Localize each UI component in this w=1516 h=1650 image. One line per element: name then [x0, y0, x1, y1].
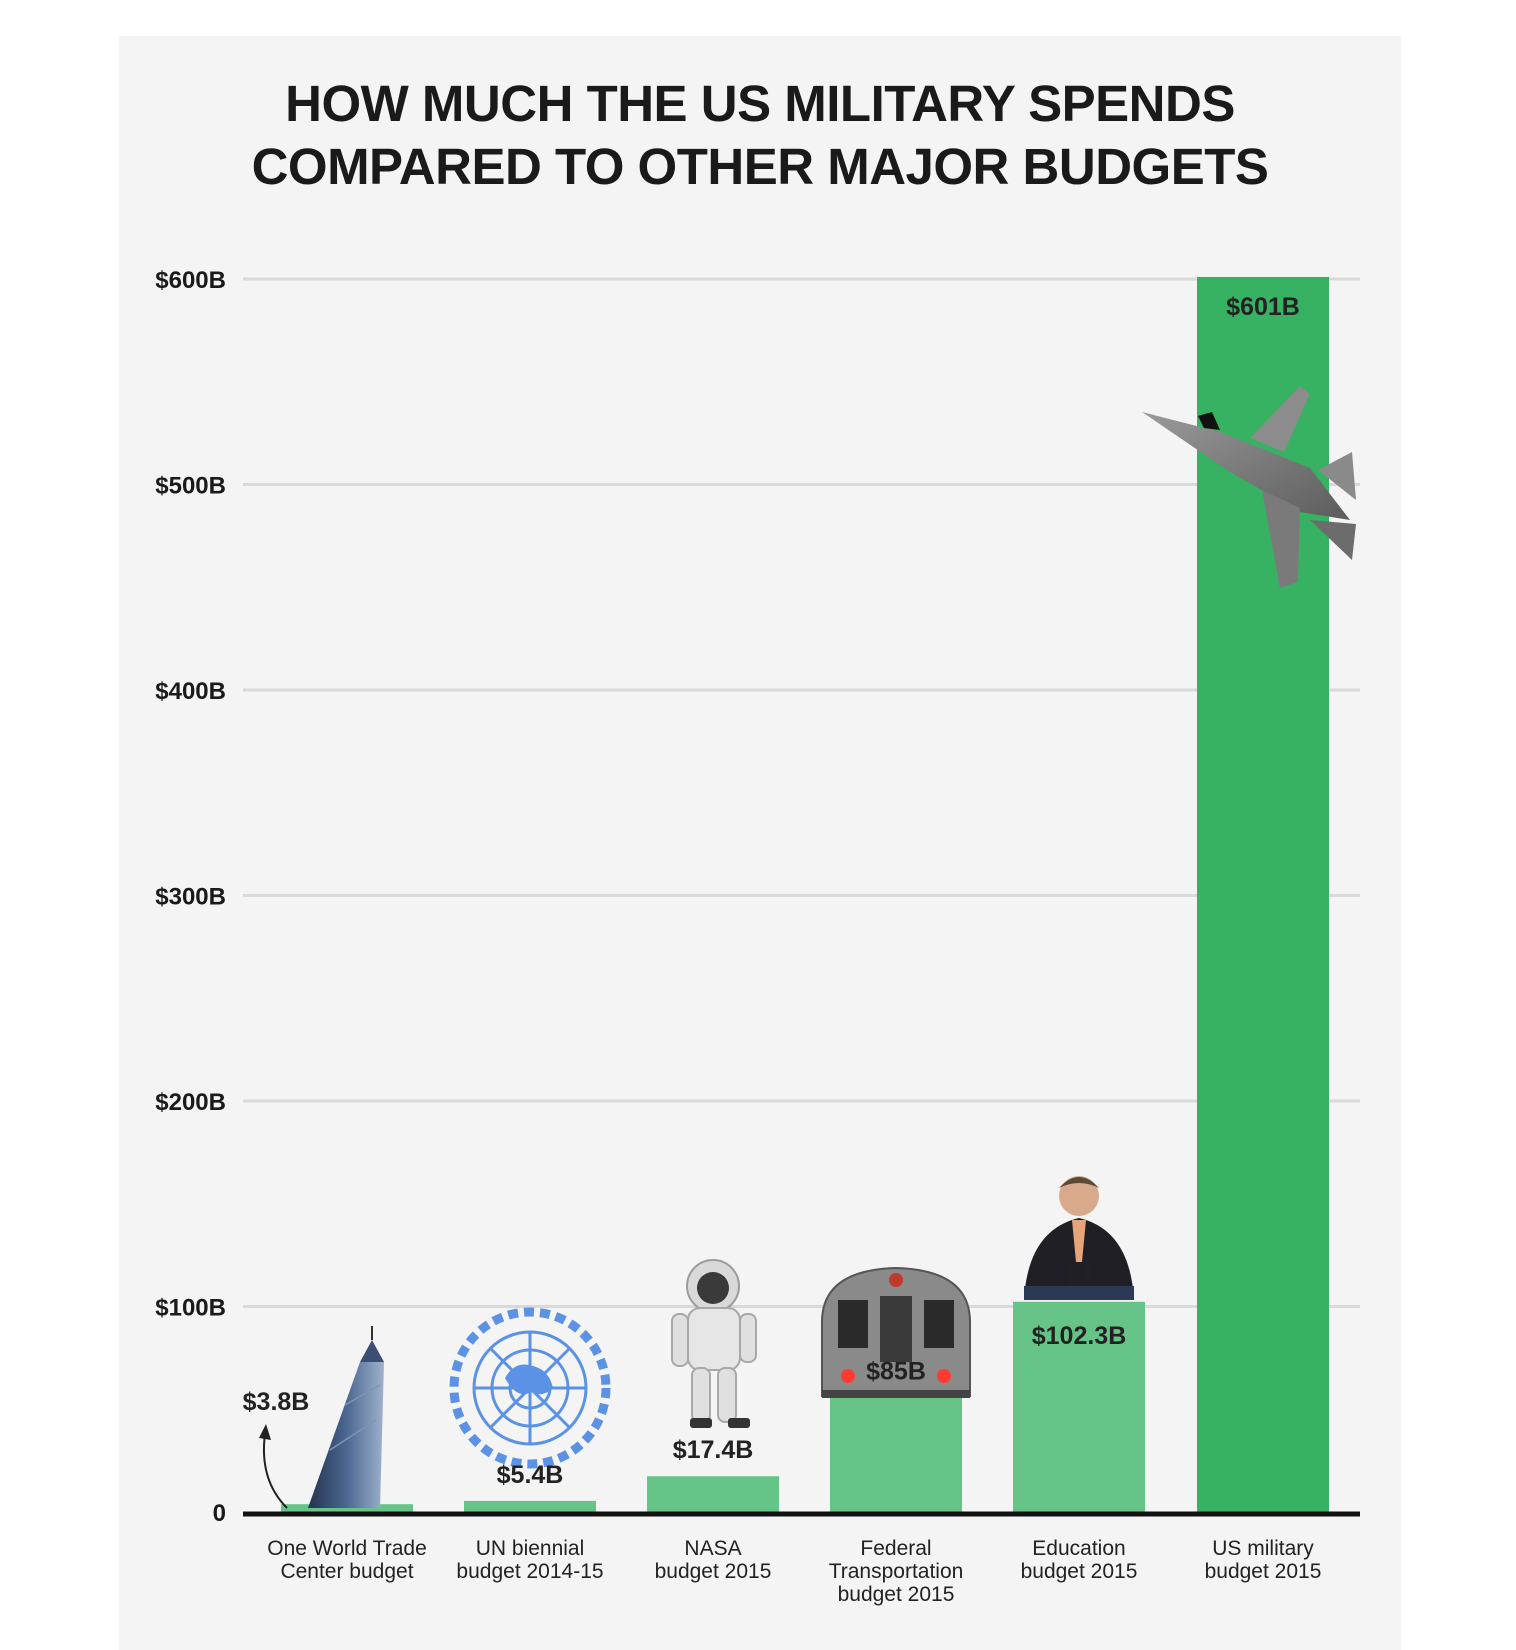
astronaut-icon [671, 1259, 757, 1428]
chart-title: HOW MUCH THE US MILITARY SPENDS COMPARED… [119, 72, 1401, 198]
data-label: $102.3B [1032, 1322, 1127, 1350]
bar [281, 1504, 413, 1512]
data-label: $17.4B [673, 1436, 754, 1464]
data-labels: $3.8B $5.4B $17.4B $85B $102.3B $601B [243, 293, 1300, 1509]
skyscraper-icon [308, 1326, 384, 1508]
y-tick-label: $200B [155, 1089, 226, 1116]
data-label: $3.8B [243, 1388, 310, 1416]
arrowhead-icon [259, 1424, 271, 1440]
fighter-jet-icon [1142, 386, 1356, 588]
data-label: $85B [866, 1357, 926, 1385]
chart-panel [119, 36, 1401, 1650]
category-label-line: budget 2014-15 [456, 1560, 603, 1583]
speaker-at-podium-icon [1024, 1176, 1134, 1300]
category-label: Education budget 2015 [1021, 1537, 1138, 1583]
un-emblem-icon [449, 1307, 611, 1469]
arrow-icon [262, 1433, 288, 1509]
category-label-line: Center budget [280, 1560, 413, 1583]
category-label: UN biennial budget 2014-15 [456, 1537, 603, 1583]
y-tick-label: $600B [155, 267, 226, 294]
bar [647, 1476, 779, 1512]
y-tick-label: $500B [155, 473, 226, 500]
category-label-line: budget 2015 [838, 1583, 955, 1606]
bar [464, 1500, 596, 1512]
data-label: $5.4B [497, 1461, 564, 1489]
category-label: Federal Transportation budget 2015 [829, 1537, 964, 1606]
category-label: NASA budget 2015 [655, 1537, 772, 1583]
subway-train-icon [821, 1266, 971, 1398]
gridlines [243, 277, 1360, 1308]
category-label-line: budget 2015 [655, 1560, 772, 1583]
category-label-line: Education [1032, 1537, 1125, 1560]
y-tick-label: $100B [155, 1295, 226, 1322]
category-label: One World Trade Center budget [267, 1537, 427, 1583]
category-label-line: Transportation [829, 1560, 964, 1583]
bar [1013, 1301, 1145, 1512]
data-label: $601B [1226, 293, 1300, 321]
category-label-line: budget 2015 [1021, 1560, 1138, 1583]
chart-title-line-1: HOW MUCH THE US MILITARY SPENDS [285, 75, 1235, 132]
y-tick-label: $400B [155, 678, 226, 705]
y-axis-ticks: 0 $100B $200B $300B $400B $500B $600B [155, 267, 226, 1527]
y-tick-label: 0 [213, 1500, 226, 1527]
category-label-line: UN biennial [476, 1537, 585, 1560]
illustrations [308, 386, 1356, 1508]
category-label-line: budget 2015 [1205, 1560, 1322, 1583]
category-label-line: Federal [860, 1537, 931, 1560]
y-tick-label: $300B [155, 884, 226, 911]
chart-title-line-2: COMPARED TO OTHER MAJOR BUDGETS [251, 138, 1269, 195]
category-label-line: One World Trade [267, 1537, 427, 1560]
category-label-line: US military [1212, 1537, 1314, 1560]
category-label-line: NASA [684, 1537, 741, 1560]
category-label: US military budget 2015 [1205, 1537, 1322, 1583]
